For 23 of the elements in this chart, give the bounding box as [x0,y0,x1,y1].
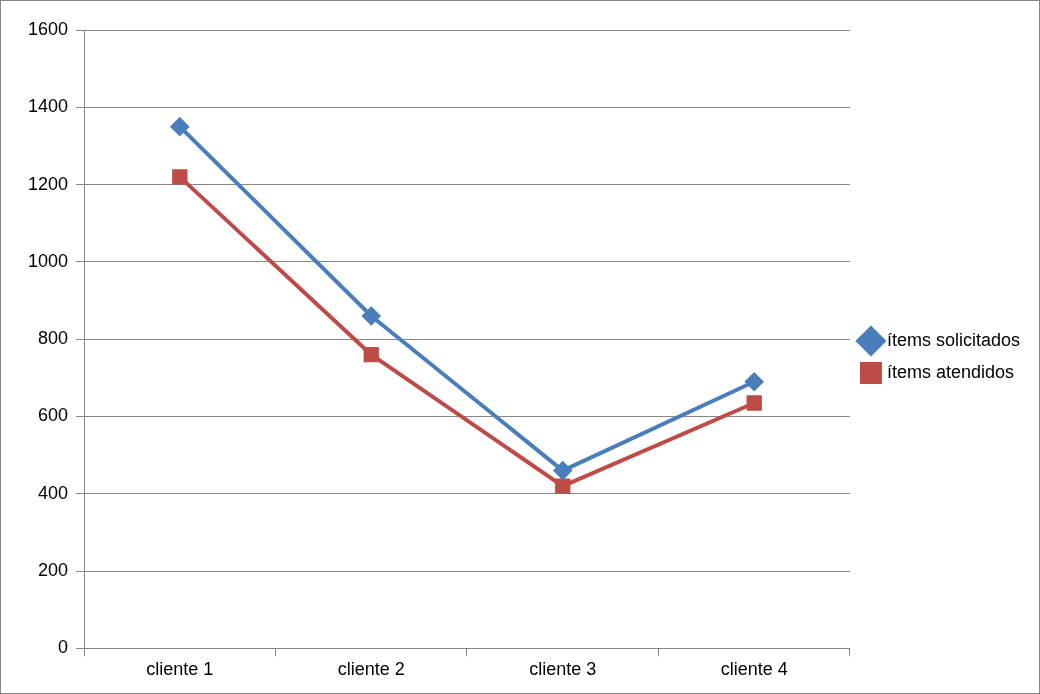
y-tick-label: 1600 [28,18,69,39]
point [555,478,571,494]
y-tick-label: 0 [58,637,69,658]
y-tick-label: 1400 [28,96,69,117]
point [745,372,764,391]
y-tick-label: 800 [38,328,69,349]
y-tick-label: 600 [38,405,69,426]
legend-label: ítems solicitados [886,329,1021,350]
point [553,461,572,480]
x-tick-label: cliente 4 [720,659,788,680]
y-tick-label: 1000 [28,250,69,271]
point [172,169,188,185]
y-tick-label: 200 [38,560,69,581]
x-tick-label: cliente 2 [337,659,405,680]
y-tick-label: 400 [38,482,69,503]
x-tick-label: cliente 3 [529,659,597,680]
legend-label: ítems atendidos [886,361,1015,382]
point [746,395,762,411]
y-tick-label: 1200 [28,173,69,194]
point [170,117,189,136]
point [362,307,381,326]
x-tick-label: cliente 1 [146,659,214,680]
point [363,347,379,363]
